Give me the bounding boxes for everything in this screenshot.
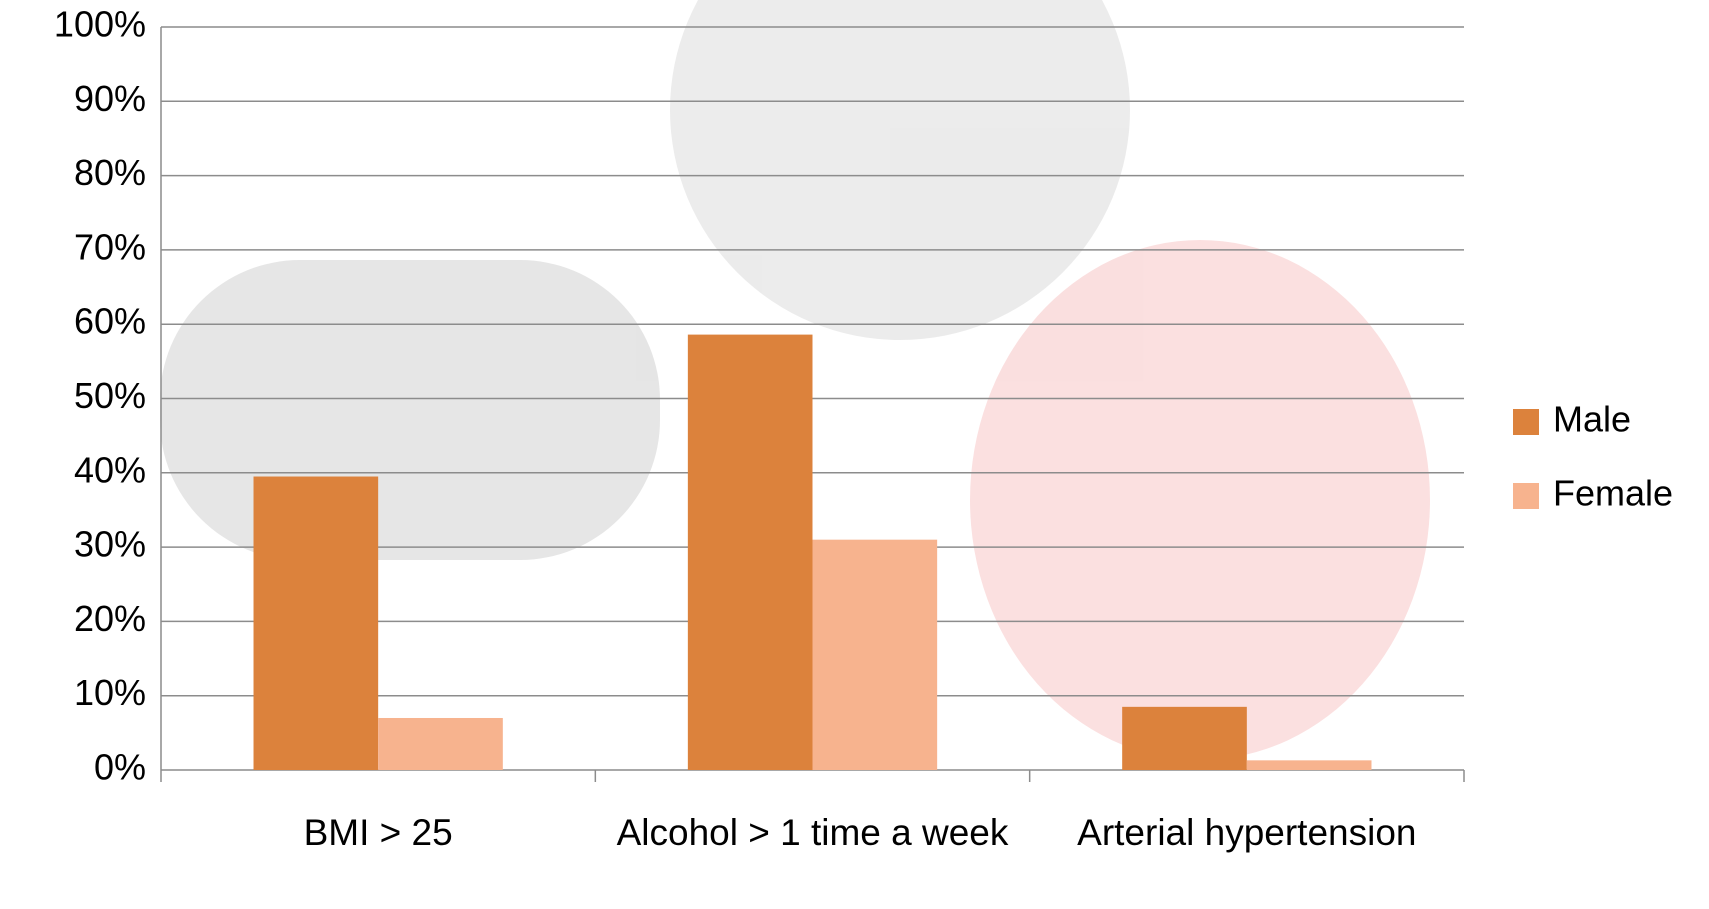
y-tick-label: 30% bbox=[74, 524, 146, 565]
bar bbox=[687, 334, 813, 770]
legend-swatch bbox=[1513, 483, 1539, 509]
y-tick-label: 40% bbox=[74, 449, 146, 490]
bar bbox=[1122, 706, 1247, 770]
bar bbox=[1246, 760, 1372, 770]
y-tick-label: 70% bbox=[74, 226, 146, 267]
x-tick-label: BMI > 25 bbox=[303, 812, 453, 853]
x-tick-label: Alcohol > 1 time a week bbox=[616, 812, 1009, 853]
y-tick-label: 10% bbox=[74, 672, 146, 713]
y-tick-label: 0% bbox=[94, 747, 146, 788]
bar bbox=[253, 476, 379, 770]
bar bbox=[378, 717, 503, 770]
x-tick-label: Arterial hypertension bbox=[1077, 812, 1417, 853]
legend-label: Male bbox=[1553, 399, 1631, 440]
y-tick-label: 50% bbox=[74, 375, 146, 416]
background-photo bbox=[160, 0, 1430, 760]
y-tick-label: 60% bbox=[74, 301, 146, 342]
y-tick-label: 20% bbox=[74, 598, 146, 639]
legend-swatch bbox=[1513, 409, 1539, 435]
bar bbox=[812, 539, 938, 770]
y-tick-label: 100% bbox=[54, 4, 146, 45]
y-tick-label: 80% bbox=[74, 152, 146, 193]
legend-label: Female bbox=[1553, 473, 1673, 514]
y-tick-label: 90% bbox=[74, 78, 146, 119]
